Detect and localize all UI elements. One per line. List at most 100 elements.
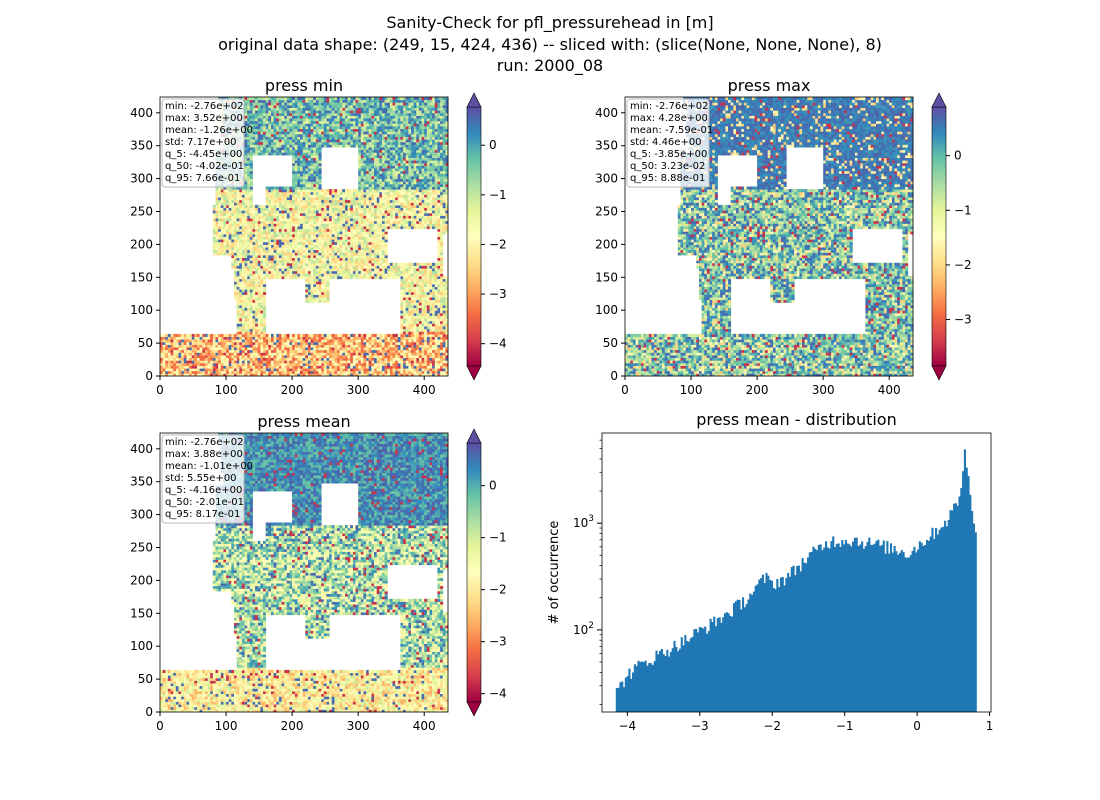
- map-cell: [395, 347, 399, 351]
- map-cell: [255, 276, 259, 280]
- map-cell: [331, 347, 335, 351]
- map-cell: [181, 368, 185, 372]
- map-cell: [368, 270, 372, 274]
- map-cell: [249, 304, 253, 308]
- map-cell: [281, 249, 285, 253]
- map-cell: [260, 347, 264, 351]
- map-cell: [445, 360, 449, 364]
- map-cell: [215, 368, 219, 372]
- map-cell: [424, 268, 428, 272]
- map-cell: [342, 239, 346, 243]
- map-cell: [281, 257, 285, 261]
- map-cell: [345, 241, 349, 245]
- map-cell: [257, 354, 261, 358]
- map-cell: [292, 339, 296, 343]
- map-cell: [297, 357, 301, 361]
- map-cell: [160, 349, 164, 353]
- map-cell: [426, 307, 430, 311]
- map-cell: [191, 357, 195, 361]
- map-cell: [241, 226, 245, 230]
- map-cell: [421, 268, 425, 272]
- map-cell: [421, 310, 425, 314]
- map-cell: [352, 231, 356, 235]
- map-cell: [255, 210, 259, 214]
- map-cell: [271, 333, 275, 337]
- map-cell: [197, 373, 201, 377]
- map-cell: [445, 315, 449, 319]
- map-cell: [434, 289, 438, 293]
- map-cell: [403, 326, 407, 330]
- map-cell: [432, 281, 436, 285]
- map-cell: [384, 241, 388, 245]
- map-cell: [437, 360, 441, 364]
- map-cell: [381, 260, 385, 264]
- map-cell: [249, 218, 253, 222]
- map-cell: [289, 244, 293, 248]
- map-cell: [231, 247, 235, 251]
- map-cell: [210, 336, 214, 340]
- map-cell: [294, 357, 298, 361]
- map-cell: [437, 210, 441, 214]
- map-cell: [337, 339, 341, 343]
- map-cell: [257, 365, 261, 369]
- map-cell: [352, 257, 356, 261]
- map-cell: [252, 318, 256, 322]
- map-cell: [418, 336, 422, 340]
- map-cell: [257, 276, 261, 280]
- map-cell: [437, 276, 441, 280]
- map-cell: [173, 333, 177, 337]
- map-cell: [432, 226, 436, 230]
- map-cell: [421, 276, 425, 280]
- map-cell: [268, 236, 272, 240]
- map-cell: [247, 252, 251, 256]
- map-cell: [432, 331, 436, 335]
- map-cell: [387, 273, 391, 277]
- map-cell: [426, 283, 430, 287]
- map-cell: [321, 276, 325, 280]
- map-cell: [442, 231, 446, 235]
- map-cell: [323, 199, 327, 203]
- map-cell: [234, 241, 238, 245]
- map-cell: [286, 218, 290, 222]
- map-cell: [405, 373, 409, 377]
- map-cell: [411, 331, 415, 335]
- map-cell: [442, 336, 446, 340]
- map-cell: [376, 360, 380, 364]
- map-cell: [326, 278, 330, 282]
- map-cell: [347, 360, 351, 364]
- map-cell: [255, 373, 259, 377]
- map-cell: [265, 347, 269, 351]
- map-cell: [440, 318, 444, 322]
- map-cell: [281, 247, 285, 251]
- map-cell: [294, 233, 298, 237]
- map-cell: [392, 218, 396, 222]
- map-cell: [376, 347, 380, 351]
- map-cell: [400, 262, 404, 266]
- map-cell: [278, 349, 282, 353]
- map-cell: [268, 252, 272, 256]
- map-cell: [260, 244, 264, 248]
- map-cell: [255, 228, 259, 232]
- map-cell: [360, 276, 364, 280]
- map-cell: [405, 310, 409, 314]
- map-cell: [218, 344, 222, 348]
- map-cell: [255, 333, 259, 337]
- map-cell: [323, 297, 327, 301]
- map-cell: [268, 273, 272, 277]
- map-cell: [220, 233, 224, 237]
- map-cell: [268, 262, 272, 266]
- map-cell: [342, 265, 346, 269]
- map-cell: [281, 226, 285, 230]
- map-cell: [347, 239, 351, 243]
- map-cell: [313, 233, 317, 237]
- map-cell: [363, 247, 367, 251]
- map-cell: [215, 239, 219, 243]
- map-cell: [323, 299, 327, 303]
- map-cell: [424, 276, 428, 280]
- map-cell: [271, 239, 275, 243]
- map-cell: [432, 294, 436, 298]
- map-cell: [395, 373, 399, 377]
- map-cell: [265, 252, 269, 256]
- map-cell: [384, 265, 388, 269]
- map-cell: [300, 257, 304, 261]
